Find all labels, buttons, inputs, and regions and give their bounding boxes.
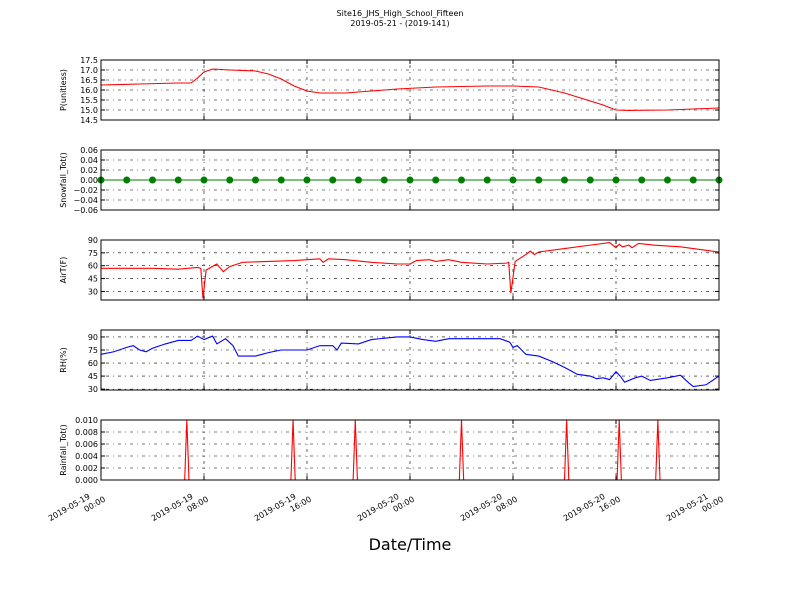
plot-frame: [100, 329, 720, 391]
data-point: [509, 176, 517, 184]
data-point: [226, 176, 234, 184]
plot-frame: [100, 59, 720, 121]
data-point: [149, 176, 156, 184]
plot-frame: [100, 239, 720, 301]
data-point: [561, 176, 568, 184]
y-tick-label: 16.5: [80, 76, 98, 85]
y-axis-label: Rainfall_Tot(): [59, 424, 68, 476]
data-point: [664, 176, 671, 184]
y-tick-label: 0.010: [75, 416, 98, 425]
y-tick-label: −0.06: [73, 206, 98, 215]
y-tick-label: −0.02: [73, 186, 98, 195]
data-point: [123, 176, 131, 184]
y-tick-label: 15.0: [80, 106, 98, 115]
y-axis-label: Snowfall_Tot(): [59, 152, 68, 208]
y-tick-label: 0.002: [75, 464, 98, 473]
y-tick-label: 30: [88, 385, 98, 394]
y-axis-label: P(unitless): [59, 69, 68, 111]
y-tick-label: 0.006: [75, 440, 98, 449]
y-tick-label: 17.0: [80, 66, 98, 75]
plot-frame: [100, 149, 720, 211]
data-point: [355, 176, 362, 184]
y-tick-label: 75: [88, 346, 98, 355]
data-point: [277, 176, 285, 184]
y-tick-label: 14.5: [80, 116, 98, 125]
y-tick-label: 0.000: [75, 476, 98, 485]
data-point: [612, 176, 620, 184]
y-tick-label: 60: [88, 359, 98, 368]
y-tick-label: 0.06: [80, 146, 98, 155]
data-line: [101, 241, 720, 299]
data-point: [329, 176, 337, 184]
data-point: [432, 176, 440, 184]
y-tick-label: 45: [88, 372, 98, 381]
y-tick-label: 16.0: [80, 86, 98, 95]
y-axis-label: RH(%): [59, 347, 68, 372]
data-point: [380, 176, 388, 184]
y-tick-label: 0.00: [80, 176, 98, 185]
y-tick-label: 17.5: [80, 56, 98, 65]
chart-subtitle: 2019-05-21 - (2019-141): [350, 19, 449, 28]
data-point: [483, 176, 491, 184]
data-point: [200, 176, 208, 184]
y-tick-label: 90: [88, 333, 98, 342]
data-point: [174, 176, 182, 184]
data-point: [638, 176, 646, 184]
data-point: [458, 176, 465, 184]
y-tick-label: 0.04: [80, 156, 98, 165]
data-line: [100, 68, 720, 111]
data-point: [303, 176, 311, 184]
data-point: [535, 176, 543, 184]
data-line: [100, 335, 720, 388]
y-tick-label: 0.02: [80, 166, 98, 175]
y-tick-label: 0.008: [75, 428, 98, 437]
chart-title: Site16_JHS_High_School_Fifteen: [337, 9, 464, 18]
x-axis-label: Date/Time: [369, 535, 452, 554]
data-point: [689, 176, 697, 184]
data-point: [586, 176, 594, 184]
y-tick-label: 60: [88, 262, 98, 271]
y-tick-label: 75: [88, 249, 98, 258]
y-tick-label: −0.04: [73, 196, 98, 205]
data-point: [252, 176, 259, 184]
y-tick-label: 0.004: [75, 452, 98, 461]
y-tick-label: 90: [88, 236, 98, 245]
y-axis-label: AirT(F): [59, 257, 68, 284]
y-tick-label: 30: [88, 287, 98, 296]
y-tick-label: 45: [88, 275, 98, 284]
data-point: [406, 176, 414, 184]
y-tick-label: 15.5: [80, 96, 98, 105]
plot-frame: [100, 419, 720, 481]
